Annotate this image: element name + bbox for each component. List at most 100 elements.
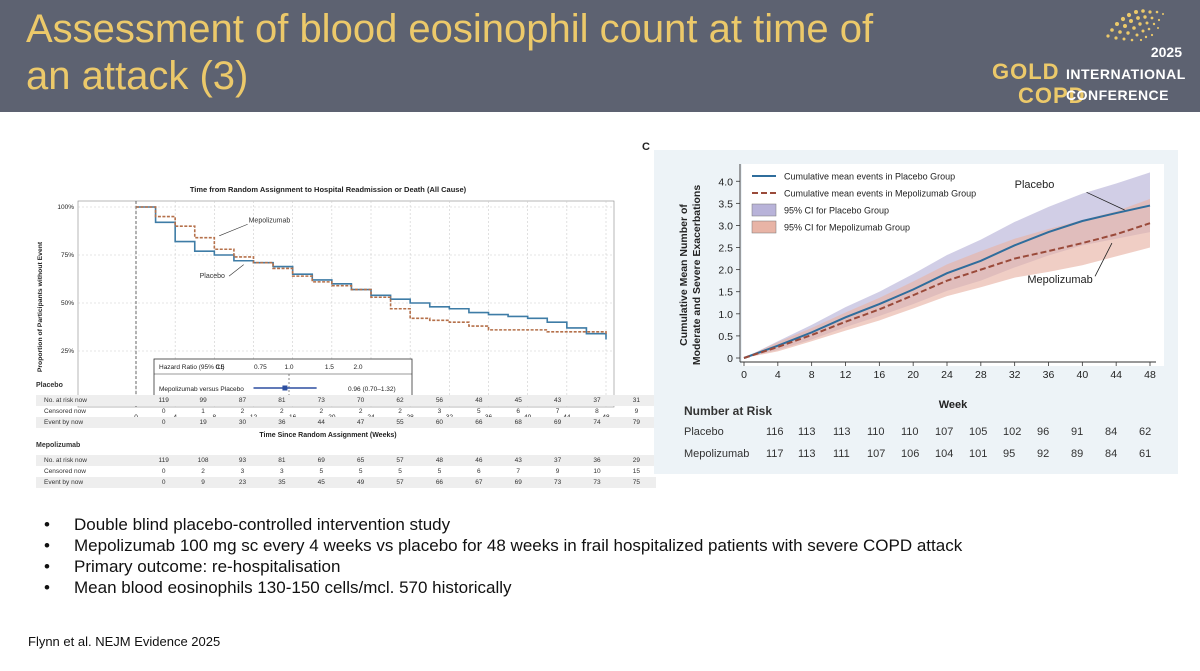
- risk-cell: 5: [319, 468, 324, 475]
- c-risk-cell: 117: [766, 448, 784, 460]
- risk-cell: 65: [340, 455, 381, 466]
- hr-scale-label: 0.75: [254, 364, 267, 371]
- risk-cell: 99: [183, 395, 223, 406]
- risk-cell: 3: [240, 468, 245, 475]
- c-risk-cell: 106: [901, 448, 920, 460]
- km-annotation-leader: [219, 224, 248, 237]
- c-ytick-label: 1.5: [718, 287, 733, 299]
- c-legend-label: 95% CI for Mepolizumab Group: [784, 223, 910, 233]
- risk-cell: 108: [183, 455, 223, 466]
- hazard-ratio-value: 0.96 (0.70–1.32): [348, 386, 396, 393]
- c-legend-label: Cumulative mean events in Mepolizumab Gr…: [784, 189, 976, 199]
- c-ytick-label: 1.0: [718, 309, 733, 321]
- cumulative-events-chart: C 00.51.01.52.02.53.03.54.00 4 8 12 16 20 24 28…: [642, 141, 1178, 474]
- logo-year: 2025: [1150, 44, 1182, 60]
- km-ytick-label: 100%: [57, 204, 74, 211]
- km-annotation-mepolizumab: Mepolizumab: [249, 217, 291, 224]
- c-ytick-label: 4.0: [718, 176, 733, 188]
- km-annotation-leader: [228, 264, 244, 277]
- risk-cell: 30: [222, 417, 263, 428]
- km-risk-table: Placebo No. at risk now 119 99 87 81 73 70 62 56…: [36, 382, 657, 488]
- risk-cell: 23: [222, 477, 263, 488]
- risk-cell: 119: [144, 455, 184, 466]
- panel-c-label: C: [642, 141, 650, 153]
- c-risk-cell: 105: [969, 426, 988, 438]
- c-legend-swatch-box: [751, 203, 777, 217]
- risk-cell: 69: [537, 417, 578, 428]
- c-risk-cell: 96: [1037, 426, 1050, 438]
- risk-cell: 62: [380, 395, 420, 406]
- risk-cell: 31: [616, 395, 657, 406]
- risk-cell: 0: [161, 408, 166, 415]
- risk-row: Censored now 0 1 2 2 2 2 2 3 5 6 7 8 9: [36, 406, 656, 417]
- km-line-mepolizumab: [136, 206, 607, 334]
- c-xtick-label: 36: [1043, 369, 1055, 381]
- km-ylabel: Proportion of Participants without Event: [37, 241, 44, 372]
- c-ytick-label: 2.5: [718, 243, 733, 255]
- risk-cell: 0: [144, 417, 184, 428]
- risk-cell: 45: [301, 477, 341, 488]
- c-ytick-label: 3.5: [718, 198, 733, 210]
- c-risk-cell: 113: [833, 426, 851, 438]
- c-xtick-label: 20: [907, 369, 919, 381]
- hazard-ratio-box: Hazard Ratio (95% CI) 0.5 0.75 1.0 1.5 2.0 M…: [153, 358, 413, 402]
- c-ytick-label: 0: [727, 353, 733, 365]
- km-title: Time from Random Assignment to Hospital …: [190, 185, 467, 194]
- c-ytick-label: 3.0: [718, 220, 733, 232]
- c-xtick-label: 12: [840, 369, 852, 381]
- slide-header: Assessment of blood eosinophil count at …: [0, 0, 1200, 112]
- risk-cell: 73: [537, 477, 578, 488]
- c-ylabel-line1: Cumulative Mean Number of: [678, 204, 690, 346]
- c-xtick-label: 28: [975, 369, 987, 381]
- c-xtick-label: 48: [1144, 369, 1156, 381]
- risk-cell: 43: [537, 395, 578, 406]
- risk-cell: 0: [144, 477, 184, 488]
- bullet-item: Double blind placebo-controlled interven…: [44, 514, 962, 535]
- risk-row-label: Censored now: [44, 468, 86, 475]
- risk-cell: 79: [616, 417, 657, 428]
- gold-conference-logo: 2025 GOLD COPD INTERNATIONAL CONFERENCE: [990, 4, 1190, 108]
- risk-cell: 5: [437, 468, 442, 475]
- risk-cell: 5: [477, 408, 481, 415]
- risk-row: No. at risk now 119 99 87 81 73 70 62 56 48 45 43 37…: [36, 395, 657, 406]
- c-risk-cell: 84: [1105, 448, 1118, 460]
- risk-row: No. at risk now 119 108 93 81 69 65 57 48 46 43 37 3…: [36, 455, 657, 466]
- c-ytick-label: 2.0: [718, 265, 733, 277]
- c-legend-swatch-box: [751, 220, 777, 234]
- c-legend: Cumulative mean events in Placebo Group C…: [751, 172, 976, 234]
- risk-cell: 66: [459, 417, 499, 428]
- c-risk-cell: 113: [798, 426, 816, 438]
- risk-cell: 44: [301, 417, 341, 428]
- c-xtick-label: 40: [1076, 369, 1088, 381]
- c-xtick-label: 16: [873, 369, 885, 381]
- risk-cell: 36: [262, 417, 302, 428]
- km-ytick-label: 50%: [61, 300, 74, 307]
- c-risk-cell: 107: [935, 426, 954, 438]
- risk-cell: 48: [459, 395, 499, 406]
- risk-row-label: Censored now: [44, 408, 86, 415]
- c-xtick-label: 44: [1110, 369, 1122, 381]
- risk-row-label: No. at risk now: [36, 395, 144, 406]
- km-line-placebo: [136, 206, 607, 340]
- risk-cell: 73: [301, 395, 341, 406]
- risk-cell: 48: [419, 455, 460, 466]
- risk-row: Event by now 0 19 30 36 44 47 55 60 66 68 69 74 79: [36, 417, 657, 428]
- risk-cell: 68: [498, 417, 538, 428]
- risk-row-label: No. at risk now: [36, 455, 144, 466]
- hr-scale-label: 2.0: [353, 364, 362, 371]
- globe-dots-icon: [1106, 9, 1164, 42]
- bullet-item: Primary outcome: re-hospitalisation: [44, 556, 962, 577]
- risk-cell: 37: [577, 395, 617, 406]
- risk-cell: 69: [498, 477, 538, 488]
- risk-cell: 2: [358, 408, 363, 415]
- c-xtick-label: 8: [809, 369, 815, 381]
- slide-title: Assessment of blood eosinophil count at …: [26, 6, 986, 100]
- hr-scale-label: 1.5: [325, 364, 334, 371]
- risk-cell: 43: [498, 455, 538, 466]
- risk-cell: 10: [593, 468, 601, 475]
- risk-cell: 56: [419, 395, 460, 406]
- risk-cell: 75: [616, 477, 657, 488]
- c-xtick-label: 32: [1009, 369, 1021, 381]
- c-risk-cell: 116: [766, 426, 784, 438]
- risk-cell: 5: [398, 468, 402, 475]
